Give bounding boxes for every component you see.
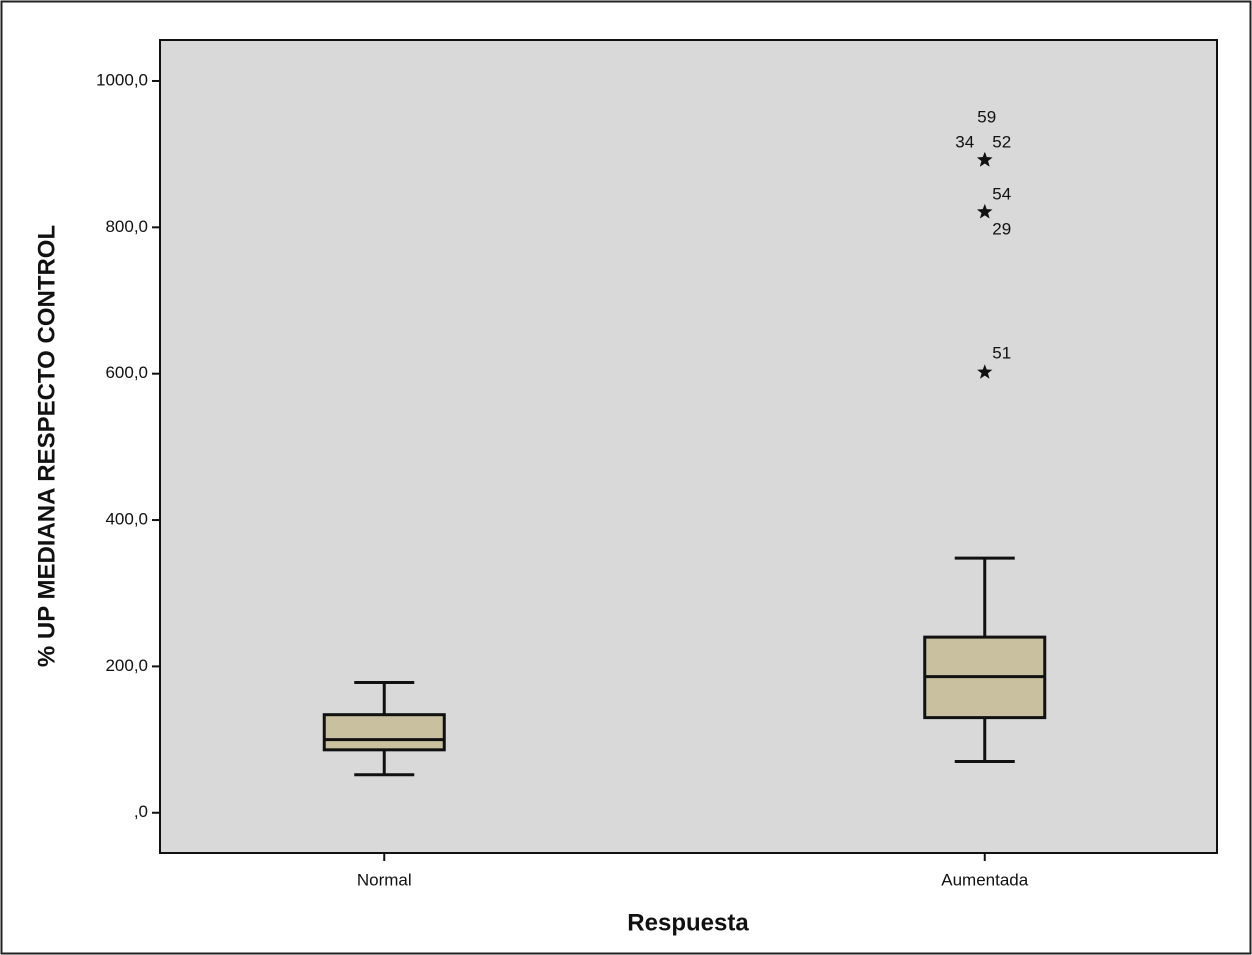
y-tick-label: 400,0 xyxy=(105,510,148,529)
outlier xyxy=(977,204,993,219)
outlier-label: 52 xyxy=(992,132,1011,151)
y-tick-label: 600,0 xyxy=(105,363,148,382)
y-axis-title: % UP MEDIANA RESPECTO CONTROL xyxy=(33,225,60,667)
outlier xyxy=(977,152,993,167)
outlier-label: 59 xyxy=(977,107,996,126)
box xyxy=(322,713,446,752)
outlier-label: 34 xyxy=(955,132,974,151)
y-tick-label: ,0 xyxy=(134,802,148,821)
outlier-label: 54 xyxy=(992,184,1011,203)
x-axis-title: Respuesta xyxy=(627,909,749,936)
y-tick-label: 200,0 xyxy=(105,656,148,675)
y-tick-label: 800,0 xyxy=(105,217,148,236)
x-tick-label: Normal xyxy=(357,870,412,889)
y-tick-label: 1000,0 xyxy=(96,70,148,89)
x-tick-label: Aumentada xyxy=(941,870,1028,889)
outlier-label: 51 xyxy=(992,344,1011,363)
plot-area xyxy=(159,39,1218,854)
outlier xyxy=(977,364,993,379)
outlier-label: 29 xyxy=(992,219,1011,238)
